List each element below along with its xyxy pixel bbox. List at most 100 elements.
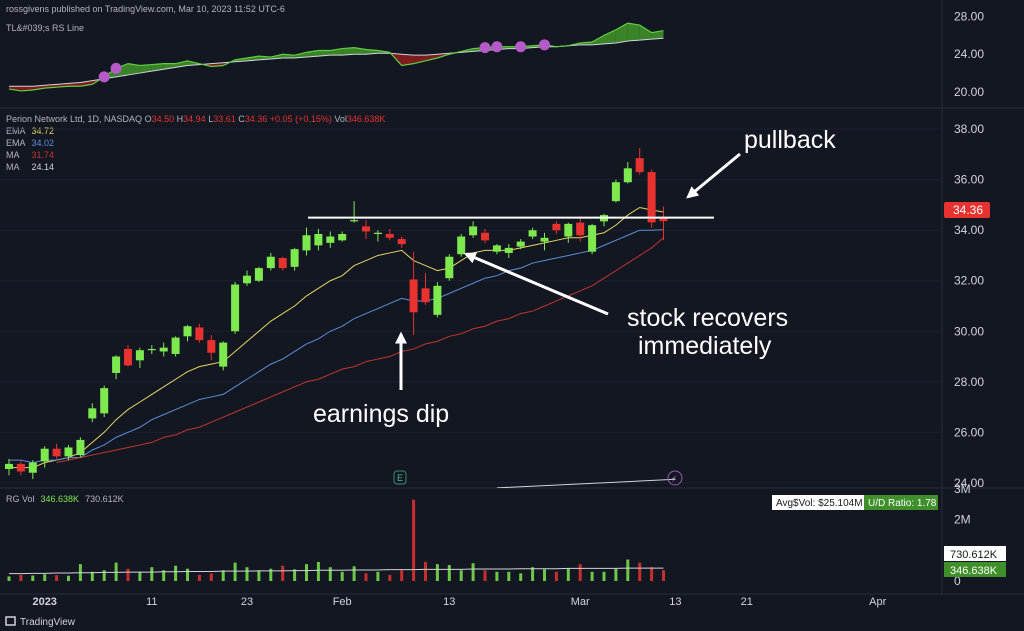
candle-body bbox=[397, 239, 406, 245]
rs-fill-segment bbox=[116, 63, 128, 77]
rs-fill-segment bbox=[615, 23, 628, 43]
legend-close-label: C bbox=[238, 114, 245, 124]
annotation-recovers-line2: immediately bbox=[638, 332, 772, 360]
candle-body bbox=[183, 326, 192, 337]
time-tick-label: Mar bbox=[571, 596, 590, 608]
price-tick-label: 26.00 bbox=[954, 425, 984, 439]
avg-volume-label: Avg$Vol: $25.104M bbox=[776, 498, 863, 509]
tradingview-brand: TradingView bbox=[5, 616, 76, 628]
candle-body bbox=[100, 388, 109, 414]
volume-bar bbox=[614, 568, 618, 581]
legend-low-label: L bbox=[208, 114, 213, 124]
rs-new-high-dot bbox=[98, 71, 110, 83]
candle-body bbox=[112, 356, 121, 373]
legend-open: 34.50 bbox=[152, 114, 175, 124]
candlesticks bbox=[5, 148, 668, 480]
rs-new-high-dot bbox=[515, 41, 527, 53]
candle-body bbox=[231, 284, 240, 332]
volume-bar bbox=[578, 564, 582, 581]
volume-bar bbox=[471, 563, 475, 581]
time-tick-label: Apr bbox=[869, 596, 886, 608]
volume-bar bbox=[531, 567, 535, 581]
earnings-marker[interactable]: E bbox=[393, 470, 407, 485]
volume-bar bbox=[55, 575, 59, 581]
lightning-icon: ⚡ bbox=[671, 475, 677, 485]
rs-line-label: TL&#039;s RS Line bbox=[6, 23, 84, 33]
candle bbox=[195, 323, 204, 343]
volume-bar bbox=[293, 569, 297, 581]
candle bbox=[623, 162, 632, 184]
volume-bar bbox=[19, 574, 23, 581]
candle bbox=[504, 244, 513, 258]
volume-bar bbox=[281, 565, 285, 581]
volume-bar bbox=[316, 561, 320, 581]
candle bbox=[540, 232, 549, 251]
legend-volume: 346.638K bbox=[347, 114, 386, 124]
volume-bar bbox=[328, 567, 332, 581]
candle bbox=[159, 342, 168, 357]
volume-bar bbox=[186, 568, 189, 581]
rs-axis-ticks: 28.00 24.00 20.00 bbox=[954, 10, 984, 99]
candle-body bbox=[159, 347, 168, 352]
earnings-marker-label: E bbox=[397, 473, 403, 483]
candle bbox=[576, 216, 585, 242]
legend-high-label: H bbox=[177, 114, 184, 124]
legend-volume-label: Vol bbox=[334, 114, 347, 124]
rs-line-plot bbox=[8, 22, 664, 92]
candle bbox=[362, 220, 370, 240]
volume-bar bbox=[150, 567, 154, 581]
time-tick-label: 23 bbox=[241, 596, 253, 608]
candle-body bbox=[40, 448, 49, 462]
volume-bar bbox=[364, 573, 368, 581]
candle bbox=[659, 206, 668, 241]
volume-bar bbox=[543, 569, 546, 581]
candle-body bbox=[409, 279, 418, 313]
candle-body bbox=[659, 217, 668, 222]
legend-ema-fast: EMA 34.72 bbox=[6, 126, 54, 136]
rs-fill-segment bbox=[627, 23, 640, 42]
candle-body bbox=[124, 348, 132, 366]
volume-average-line bbox=[9, 567, 664, 575]
price-tick-label: 24.00 bbox=[954, 476, 984, 490]
price-tick-label: 36.00 bbox=[954, 173, 984, 187]
volume-bar bbox=[305, 564, 308, 581]
candle-body bbox=[623, 168, 632, 183]
volume-bar bbox=[602, 571, 606, 581]
volume-bar bbox=[483, 570, 487, 581]
rs-fill-segment bbox=[139, 64, 152, 74]
candle-body bbox=[469, 226, 478, 236]
candle-body bbox=[16, 463, 25, 472]
candle bbox=[254, 266, 263, 282]
candle-body bbox=[362, 226, 370, 232]
volume-label: RG Vol 346.638K 730.612K bbox=[6, 494, 124, 504]
volume-bar bbox=[43, 574, 47, 581]
time-tick-label: 2023 bbox=[32, 596, 56, 608]
candle-body bbox=[576, 222, 585, 236]
rs-new-high-dot bbox=[539, 39, 550, 51]
dividend-marker[interactable]: ⚡ bbox=[667, 470, 683, 486]
candle bbox=[433, 282, 442, 318]
candle bbox=[183, 324, 192, 342]
volume-bar bbox=[67, 575, 70, 581]
price-tick-label: 38.00 bbox=[954, 122, 984, 136]
time-tick-label: Feb bbox=[333, 596, 352, 608]
volume-bar bbox=[162, 570, 166, 581]
candle bbox=[409, 251, 418, 336]
candle-body bbox=[135, 350, 144, 361]
volume-bar bbox=[126, 568, 130, 581]
rs-fill-segment bbox=[592, 35, 604, 45]
candle-body bbox=[492, 245, 501, 252]
price-tick-label: 34.00 bbox=[954, 223, 984, 237]
candle bbox=[147, 345, 156, 354]
legend-low: 33.61 bbox=[213, 114, 236, 124]
rs-fill-segment bbox=[604, 29, 616, 44]
volume-bar bbox=[626, 559, 630, 581]
price-tick-label: 28.00 bbox=[954, 375, 984, 389]
volume-tick-label: 3M bbox=[954, 482, 971, 496]
rs-tick-label: 24.00 bbox=[954, 47, 984, 61]
candle bbox=[207, 335, 216, 361]
legend-open-label: O bbox=[145, 114, 152, 124]
volume-bar bbox=[221, 570, 225, 581]
volume-bar bbox=[245, 567, 249, 581]
